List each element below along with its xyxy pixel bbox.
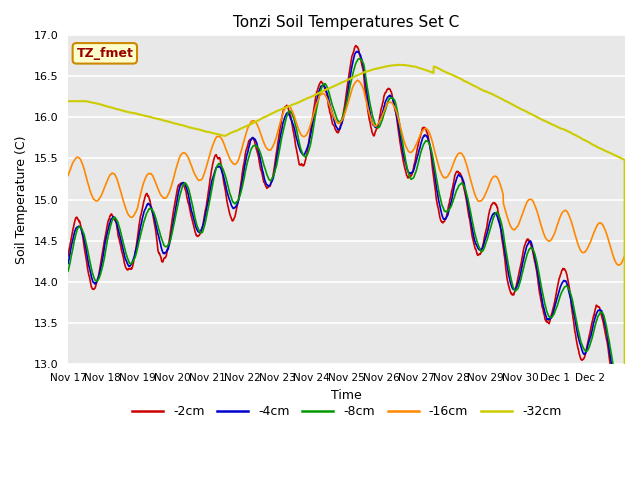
X-axis label: Time: Time — [331, 389, 362, 402]
Y-axis label: Soil Temperature (C): Soil Temperature (C) — [15, 135, 28, 264]
Text: TZ_fmet: TZ_fmet — [76, 47, 133, 60]
Legend: -2cm, -4cm, -8cm, -16cm, -32cm: -2cm, -4cm, -8cm, -16cm, -32cm — [127, 400, 566, 423]
Title: Tonzi Soil Temperatures Set C: Tonzi Soil Temperatures Set C — [234, 15, 460, 30]
